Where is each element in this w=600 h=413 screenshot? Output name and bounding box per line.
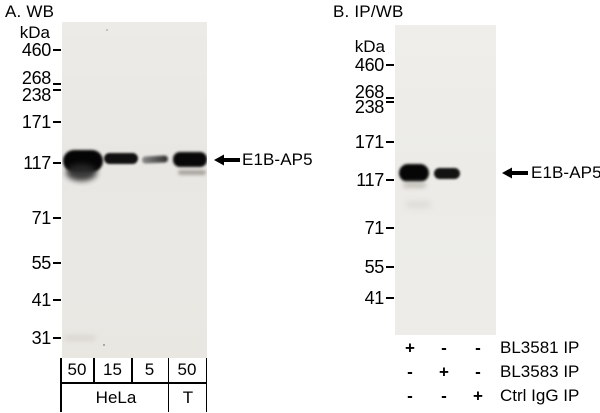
tick-mark — [386, 64, 394, 66]
marker-b-171: 171 — [300, 133, 394, 151]
lane-amount-4: 50 — [177, 360, 197, 379]
table-vline — [131, 358, 133, 382]
speck-a-1 — [106, 29, 108, 31]
ip-label-ctrl-igg: Ctrl IgG IP — [500, 386, 580, 405]
marker-a-171: 171 — [0, 113, 61, 131]
band-a-lane3 — [141, 155, 169, 164]
ip-sign-r3c2: - — [441, 386, 447, 406]
marker-a-117: 117 — [0, 154, 61, 172]
marker-b-268: 268 — [300, 83, 394, 101]
marker-a-55: 55 — [0, 254, 61, 272]
lane-amount-2: 15 — [103, 360, 122, 379]
panel-b-title: B. IP/WB — [333, 2, 404, 21]
tick-mark — [53, 121, 61, 123]
tick-mark — [386, 97, 394, 99]
tick-mark — [53, 337, 61, 339]
tick-mark — [386, 227, 394, 229]
ip-sign-r1c3: - — [475, 338, 481, 358]
table-vline — [205, 358, 207, 382]
tick-mark — [386, 101, 394, 103]
table-vline — [60, 358, 62, 382]
ip-label-bl3583: BL3583 IP — [500, 362, 580, 381]
tick-mark — [53, 217, 61, 219]
ip-label-bl3581: BL3581 IP — [500, 338, 580, 357]
marker-a-238: 238 — [0, 86, 61, 104]
band-arrow-b — [502, 167, 528, 179]
tick-mark — [53, 49, 61, 51]
band-a-lane1-tail — [66, 164, 97, 181]
band-a-lane4 — [173, 152, 207, 167]
tick-mark — [386, 179, 394, 181]
ip-sign-r2c1: - — [407, 362, 413, 382]
band-b-lane2 — [434, 168, 460, 179]
panel-a-kda-label: kDa — [19, 23, 50, 42]
band-arrow-a — [214, 154, 240, 166]
tick-mark — [386, 297, 394, 299]
ip-sign-r2c3: - — [475, 362, 481, 382]
tick-mark — [53, 299, 61, 301]
band-callout-a: E1B-AP5 — [242, 150, 313, 169]
tick-mark — [53, 83, 61, 85]
marker-b-71: 71 — [300, 219, 394, 237]
marker-b-41: 41 — [300, 289, 394, 307]
sample-group-t: T — [182, 388, 194, 407]
blot-membrane-a — [62, 22, 207, 358]
speck-a-2 — [103, 344, 105, 346]
table-vline — [93, 358, 95, 382]
tick-mark — [53, 262, 61, 264]
band-b-lane1 — [399, 164, 429, 182]
sample-group-hela: HeLa — [95, 388, 137, 407]
ip-sign-r3c3: + — [473, 386, 483, 406]
ip-sign-r2c2: + — [439, 362, 449, 382]
table-vline — [205, 383, 207, 412]
band-b-lane1-halo — [403, 182, 426, 188]
tick-mark — [53, 89, 61, 91]
marker-a-268: 268 — [0, 69, 61, 87]
table-vline — [167, 358, 169, 382]
marker-a-460: 460 — [0, 41, 61, 59]
smudge-b-upper — [406, 201, 431, 208]
ip-sign-r3c1: - — [407, 386, 413, 406]
table-vline — [167, 383, 169, 412]
marker-b-55: 55 — [300, 258, 394, 276]
marker-a-41: 41 — [0, 291, 61, 309]
marker-a-31: 31 — [0, 329, 61, 347]
table-hline — [60, 382, 207, 384]
marker-b-238: 238 — [300, 98, 394, 116]
panel-b-kda-label: kDa — [354, 37, 385, 56]
tick-mark — [386, 266, 394, 268]
tick-mark — [386, 141, 394, 143]
ip-sign-r1c2: - — [441, 338, 447, 358]
marker-a-71: 71 — [0, 209, 61, 227]
panel-a-title: A. WB — [5, 2, 55, 21]
blot-membrane-b — [395, 25, 496, 335]
tick-mark — [53, 162, 61, 164]
band-a-lane4-subband — [178, 170, 206, 175]
marker-b-117: 117 — [300, 171, 394, 189]
band-a-lane2 — [104, 153, 138, 164]
smudge-a-31kda — [64, 335, 96, 341]
table-vline — [60, 383, 62, 412]
band-callout-b: E1B-AP5 — [531, 163, 600, 182]
ip-sign-r1c1: + — [405, 338, 415, 358]
lane-amount-3: 5 — [144, 360, 155, 379]
marker-b-460: 460 — [300, 56, 394, 74]
lane-amount-1: 50 — [67, 360, 87, 379]
